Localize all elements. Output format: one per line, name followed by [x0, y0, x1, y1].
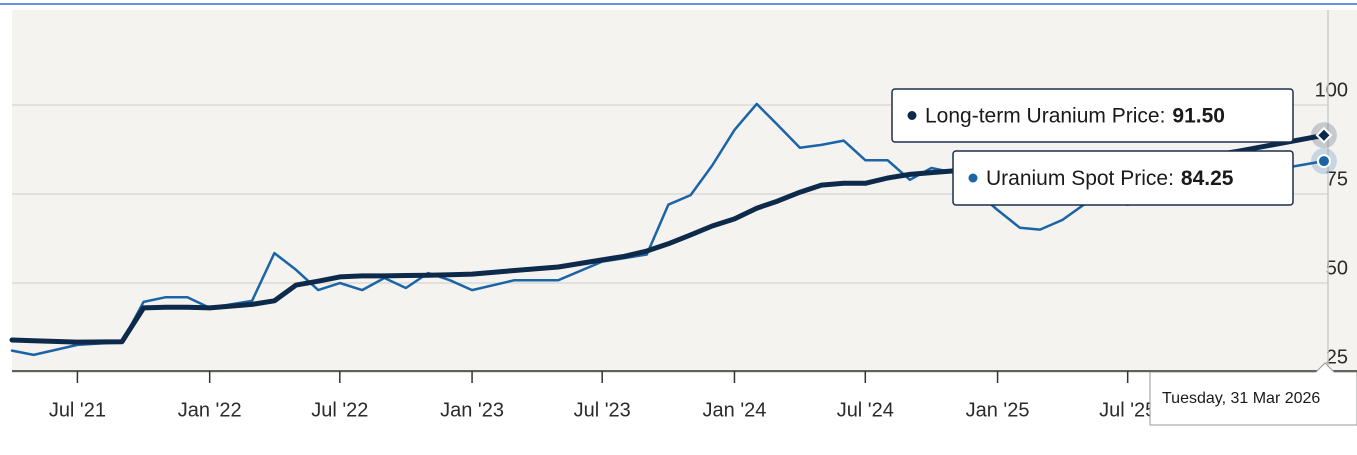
- tooltip-label: Uranium Spot Price:: [986, 167, 1174, 190]
- y-tick-label: 50: [1326, 257, 1348, 279]
- y-tick-label: 75: [1326, 168, 1348, 190]
- y-tick-label: 25: [1326, 346, 1348, 368]
- hover-point: [1315, 126, 1333, 144]
- x-tick-label: Jan '25: [966, 399, 1030, 421]
- date-box: [1149, 362, 1357, 426]
- x-tick-label: Jul '25: [1099, 399, 1156, 421]
- x-tick-label: Jan '24: [703, 399, 767, 421]
- y-tick-label: 100: [1315, 79, 1348, 101]
- series-line: [10, 102, 1326, 357]
- tooltip-label: Long-term Uranium Price:: [925, 104, 1165, 127]
- x-tick-label: Jul '24: [837, 399, 894, 421]
- x-tick-label: Jul '21: [49, 399, 106, 421]
- tooltip-text: Uranium Spot Price: 84.25: [986, 167, 1234, 190]
- tooltip-date: Tuesday, 31 Mar 2026: [1162, 390, 1320, 407]
- tooltip-box: [952, 150, 1294, 206]
- tooltip-value: 91.50: [1172, 104, 1225, 127]
- tooltip-dot: [907, 111, 917, 120]
- tooltip-value: 84.25: [1181, 167, 1234, 190]
- x-tick-label: Jan '23: [440, 399, 504, 421]
- x-tick-label: Jul '23: [574, 399, 631, 421]
- x-tick-label: Jul '22: [311, 399, 368, 421]
- tooltip-box: [891, 88, 1294, 143]
- tooltip-dot: [968, 173, 978, 183]
- x-tick-label: Jan '22: [178, 399, 242, 421]
- hover-point: [1316, 154, 1331, 169]
- tooltip-text: Long-term Uranium Price: 91.50: [925, 104, 1225, 127]
